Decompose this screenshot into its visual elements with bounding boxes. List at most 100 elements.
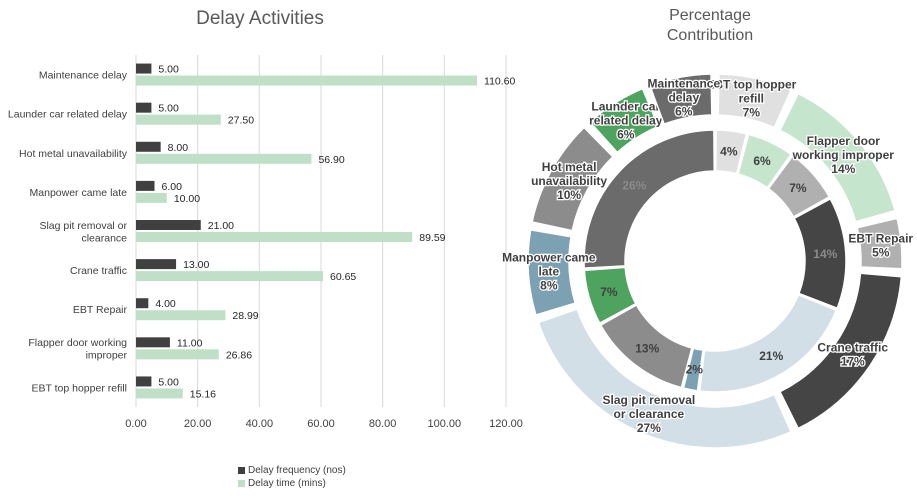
data-label-frequency-launder-car-related-delay: 5.00	[158, 103, 179, 115]
outer-slice-crane-traffic	[778, 272, 903, 430]
outer-label-crane-traffic: Crane traffic 17%	[817, 341, 888, 369]
outer-slice-launder-car-related-delay	[588, 87, 660, 154]
bar-frequency-ebt-top-hopper-refill	[136, 376, 152, 387]
bar-time-hot-metal-unavailability	[136, 153, 312, 164]
data-label-frequency-maintenance-delay: 5.00	[158, 64, 179, 76]
category-label-slag-pit-removal-or-clearance: Slag pit removal or clearance	[39, 220, 127, 245]
inner-slice-flapper-door-working-improper	[737, 133, 793, 189]
bar-frequency-crane-traffic	[136, 259, 177, 270]
delay-activities-chart: Delay Activities 0.00 20.00 40.00 60.00 80.0…	[8, 8, 523, 490]
x-tick-label: 80.00	[369, 418, 397, 430]
legend-label-time: Delay time (mins)	[248, 478, 326, 489]
bar-frequency-launder-car-related-delay	[136, 102, 152, 113]
outer-label-ebt-top-hopper-refill: EBT top hopper refill 7%	[706, 78, 796, 120]
outer-slice-manpower-came-late	[527, 229, 577, 316]
outer-label-ebt-repair: EBT Repair 5%	[848, 231, 913, 259]
inner-label-ebt-top-hopper-refill: 4%	[720, 144, 738, 158]
x-tick-label: 120.00	[489, 418, 523, 430]
bar-frequency-flapper-door-working-improper	[136, 337, 170, 348]
legend-item-frequency: Delay frequency (nos)	[238, 464, 346, 477]
bar-frequency-ebt-repair	[136, 298, 149, 309]
data-label-time-manpower-came-late: 10.00	[174, 193, 200, 205]
bar-frequency-hot-metal-unavailability	[136, 141, 161, 152]
inner-label-flapper-door-working-improper: 6%	[753, 154, 771, 168]
bar-time-launder-car-related-delay	[136, 114, 221, 125]
data-label-time-slag-pit-removal-or-clearance: 89.59	[419, 232, 445, 244]
data-label-time-ebt-repair: 28.99	[232, 310, 258, 322]
data-label-frequency-manpower-came-late: 6.00	[162, 181, 183, 193]
inner-slice-ebt-repair	[767, 154, 831, 218]
x-tick-label: 0.00	[125, 418, 146, 430]
x-tick-label: 60.00	[307, 418, 335, 430]
category-label-ebt-top-hopper-refill: EBT top hopper refill	[31, 382, 127, 394]
category-label-launder-car-related-delay: Launder car related delay	[8, 109, 128, 121]
legend-item-time: Delay time (mins)	[238, 477, 346, 490]
inner-slice-maintenance-delay	[583, 129, 715, 269]
category-label-ebt-repair: EBT Repair	[73, 304, 128, 316]
inner-label-maintenance-delay: 26%	[622, 178, 646, 192]
data-label-time-launder-car-related-delay: 27.50	[228, 115, 254, 127]
data-label-time-ebt-top-hopper-refill: 15.16	[190, 388, 216, 400]
inner-slice-hot-metal-unavailability	[599, 304, 693, 389]
bar-frequency-slag-pit-removal-or-clearance	[136, 220, 201, 230]
outer-label-slag-pit-removal-or-clearance: Slag pit removal or clearance 27%	[603, 393, 696, 435]
outer-label-hot-metal-unavailability: Hot metal unavailability 10%	[531, 160, 607, 202]
category-label-flapper-door-working-improper: Flapper door working improper	[28, 337, 127, 362]
legend-swatch-time	[238, 480, 245, 487]
category-label-hot-metal-unavailability: Hot metal unavailability	[19, 148, 128, 160]
data-label-time-hot-metal-unavailability: 56.90	[318, 154, 344, 166]
data-label-time-maintenance-delay: 110.60	[484, 76, 515, 88]
inner-label-slag-pit-removal-or-clearance: 21%	[759, 349, 783, 363]
bar-frequency-maintenance-delay	[136, 63, 152, 74]
data-label-frequency-ebt-repair: 4.00	[155, 298, 176, 310]
outer-slice-hot-metal-unavailability	[531, 126, 614, 232]
data-label-frequency-slag-pit-removal-or-clearance: 21.00	[208, 220, 234, 232]
bar-time-slag-pit-removal-or-clearance	[136, 232, 413, 242]
bar-chart-title: Delay Activities	[196, 8, 324, 29]
data-label-frequency-ebt-top-hopper-refill: 5.00	[158, 376, 179, 388]
inner-label-launder-car-related-delay: 7%	[600, 285, 618, 299]
data-label-frequency-crane-traffic: 13.00	[183, 259, 209, 271]
category-label-maintenance-delay: Maintenance delay	[39, 70, 128, 82]
inner-label-crane-traffic: 14%	[813, 247, 837, 261]
percentage-contribution-chart: Percentage Contribution 4% 6% 7% 14% 21% 2% 13…	[495, 0, 917, 497]
x-tick-label: 40.00	[246, 418, 274, 430]
outer-slice-ebt-repair	[856, 217, 903, 270]
inner-label-ebt-repair: 7%	[789, 181, 807, 195]
bar-frequency-manpower-came-late	[136, 180, 155, 191]
legend-swatch-frequency	[238, 467, 245, 474]
donut-chart-svg: 4% 6% 7% 14% 21% 2% 13% 7% 26% EBT top hopper refi…	[501, 73, 915, 449]
inner-label-manpower-came-late: 2%	[686, 363, 704, 377]
bar-time-ebt-top-hopper-refill	[136, 388, 183, 399]
legend-label-frequency: Delay frequency (nos)	[248, 465, 346, 476]
data-label-time-crane-traffic: 60.65	[330, 271, 356, 283]
chart-legend: Delay frequency (nos) Delay time (mins)	[238, 464, 346, 490]
bar-time-ebt-repair	[136, 310, 226, 321]
data-label-time-flapper-door-working-improper: 26.86	[226, 349, 252, 361]
bar-time-maintenance-delay	[136, 75, 478, 86]
outer-slice-slag-pit-removal-or-clearance	[537, 308, 792, 449]
inner-slice-crane-traffic	[793, 197, 847, 310]
category-label-manpower-came-late: Manpower came late	[30, 187, 128, 199]
bar-time-flapper-door-working-improper	[136, 349, 219, 360]
outer-label-maintenance-delay: Maintenance delay 6%	[647, 76, 720, 118]
data-label-frequency-flapper-door-working-improper: 11.00	[177, 337, 203, 349]
bar-time-crane-traffic	[136, 271, 324, 282]
x-tick-label: 20.00	[184, 418, 212, 430]
bar-chart-svg: 0.00 20.00 40.00 60.00 80.00 100.00 120.00 Main…	[8, 55, 523, 430]
outer-slice-flapper-door-working-improper	[778, 92, 897, 223]
outer-label-manpower-came-late: Manpower came late 8%	[502, 250, 596, 292]
outer-slice-ebt-top-hopper-refill	[717, 73, 792, 129]
inner-slice-slag-pit-removal-or-clearance	[698, 293, 838, 393]
outer-label-flapper-door-working-improper: Flapper door working improper 14%	[792, 134, 895, 176]
x-tick-label: 100.00	[428, 418, 462, 430]
data-label-frequency-hot-metal-unavailability: 8.00	[168, 142, 189, 154]
inner-slice-launder-car-related-delay	[583, 266, 637, 325]
outer-slice-maintenance-delay	[648, 73, 713, 126]
bar-time-manpower-came-late	[136, 192, 167, 203]
inner-slice-ebt-top-hopper-refill	[715, 129, 748, 175]
outer-label-launder-car-related-delay: Launder car related delay 6%	[589, 99, 663, 141]
inner-label-hot-metal-unavailability: 13%	[635, 341, 659, 355]
inner-slice-manpower-came-late	[682, 347, 704, 392]
donut-title-line-2: Contribution	[666, 27, 754, 44]
